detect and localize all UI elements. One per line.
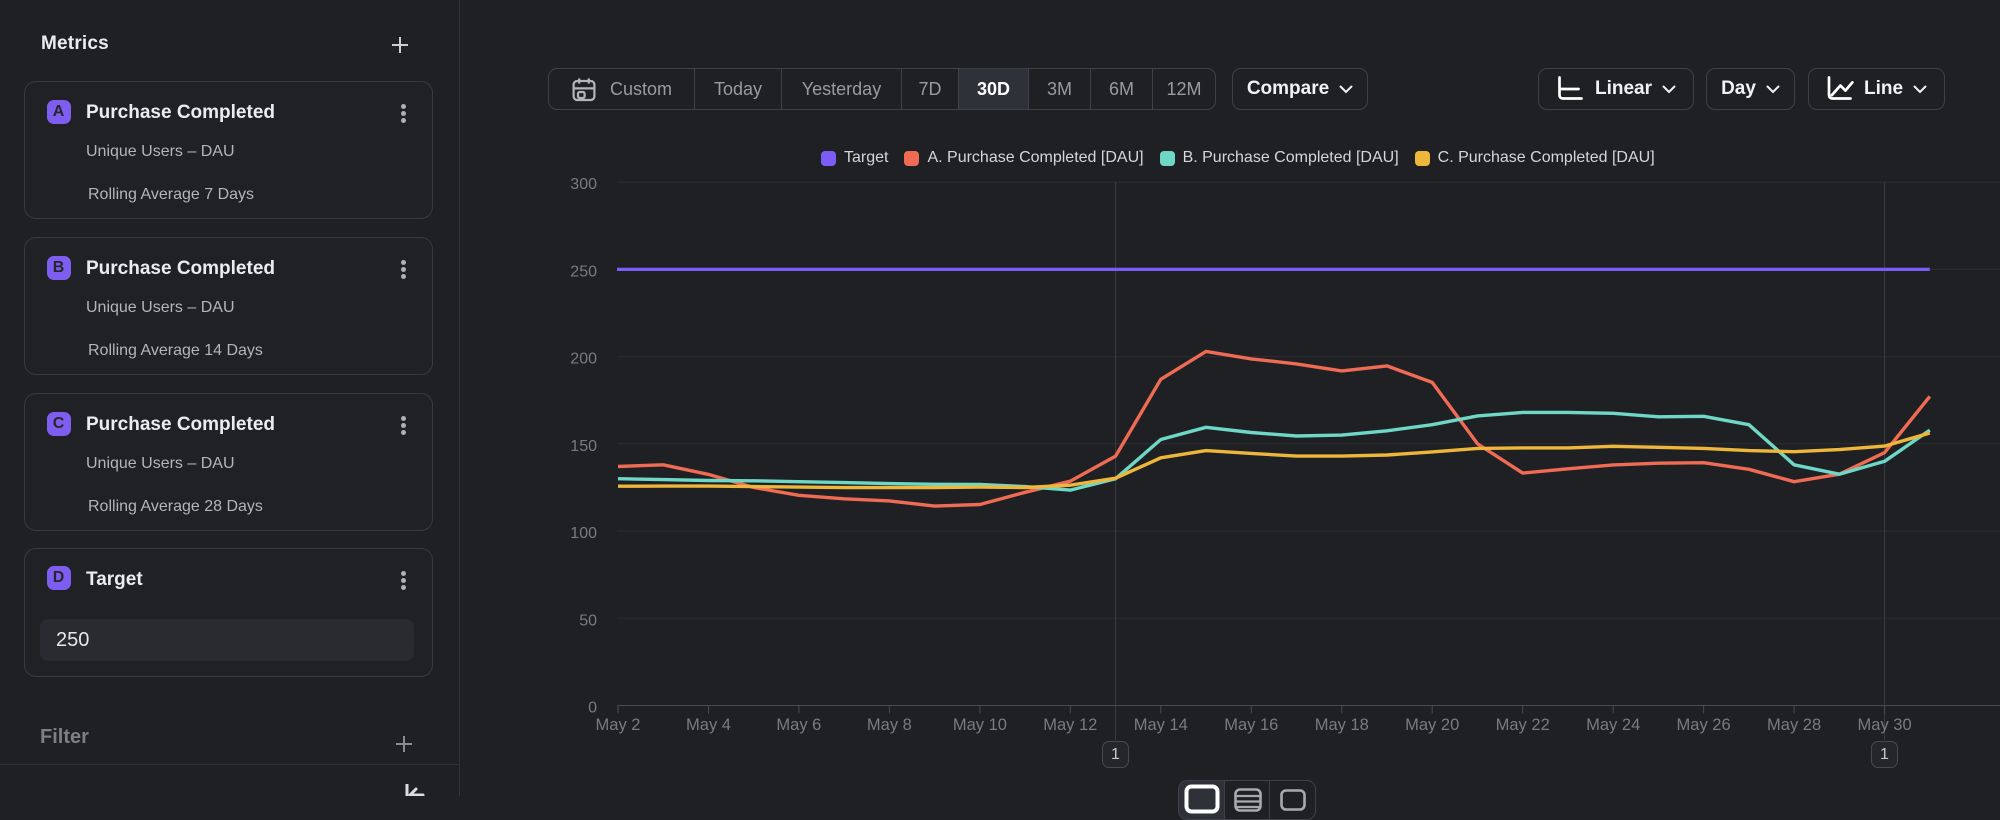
- svg-text:May 26: May 26: [1677, 716, 1731, 734]
- svg-text:May 8: May 8: [867, 716, 912, 734]
- svg-text:May 16: May 16: [1224, 716, 1278, 734]
- svg-text:May 4: May 4: [686, 716, 731, 734]
- svg-text:May 14: May 14: [1134, 716, 1188, 734]
- svg-text:May 24: May 24: [1586, 716, 1640, 734]
- svg-text:May 28: May 28: [1767, 716, 1821, 734]
- svg-text:May 22: May 22: [1496, 716, 1550, 734]
- svg-text:150: 150: [570, 438, 597, 455]
- svg-text:May 20: May 20: [1405, 716, 1459, 734]
- svg-text:100: 100: [570, 525, 597, 542]
- svg-text:May 30: May 30: [1858, 716, 1912, 734]
- svg-text:May 2: May 2: [596, 716, 641, 734]
- svg-text:250: 250: [570, 263, 597, 280]
- svg-text:0: 0: [588, 700, 597, 717]
- svg-text:May 12: May 12: [1043, 716, 1097, 734]
- svg-text:300: 300: [570, 176, 597, 193]
- svg-text:May 6: May 6: [776, 716, 821, 734]
- svg-text:May 10: May 10: [953, 716, 1007, 734]
- svg-text:50: 50: [579, 612, 597, 629]
- svg-text:May 18: May 18: [1315, 716, 1369, 734]
- svg-text:200: 200: [570, 351, 597, 368]
